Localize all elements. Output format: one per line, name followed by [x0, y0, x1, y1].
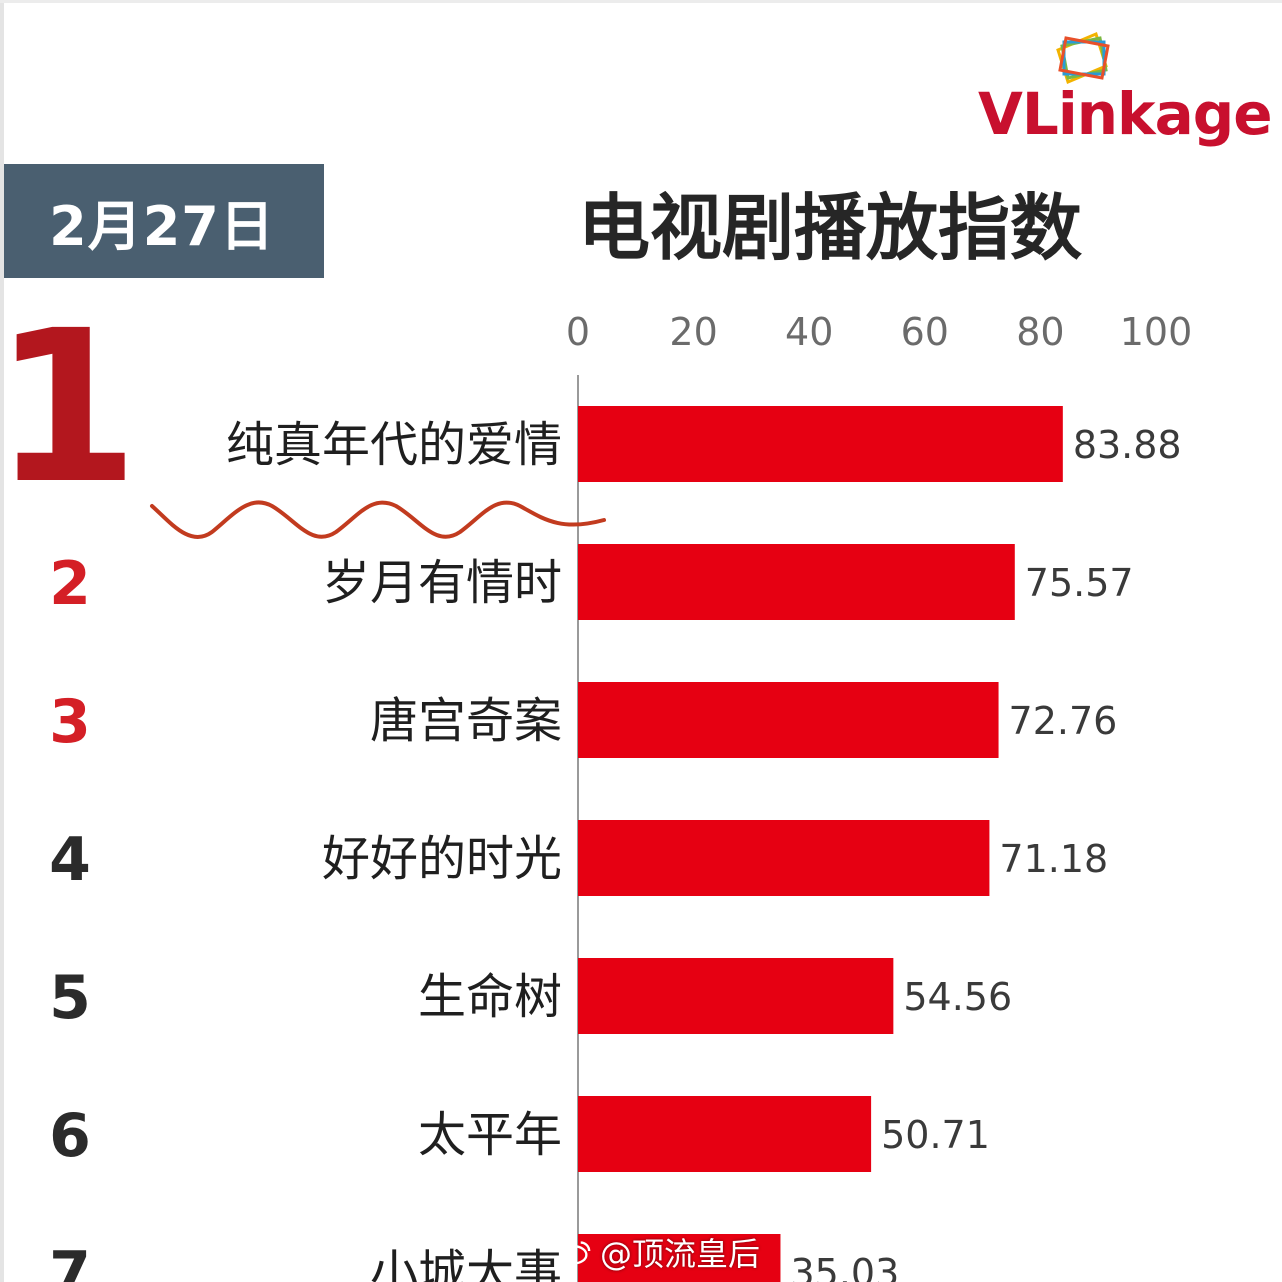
bar	[578, 544, 1015, 620]
x-tick-label: 0	[566, 310, 590, 354]
chart-title: 电视剧播放指数	[577, 186, 1082, 270]
rank-numbers: 1 2 3 4 5 6 7	[0, 285, 139, 1282]
category-label: 太平年	[418, 1107, 562, 1163]
value-label: 72.76	[1009, 699, 1118, 743]
rank-number: 2	[49, 549, 91, 619]
x-tick-label: 100	[1120, 310, 1193, 354]
value-labels: 83.88 75.57 72.76 71.18 54.56 50.71 35.03	[790, 423, 1181, 1282]
watermark-text: @顶流皇后	[600, 1235, 761, 1273]
value-label: 35.03	[790, 1251, 899, 1282]
bar	[578, 1096, 872, 1172]
bar	[578, 958, 894, 1034]
bar	[578, 1234, 781, 1282]
value-label: 75.57	[1025, 561, 1134, 605]
x-tick-label: 20	[669, 310, 717, 354]
category-label: 好好的时光	[322, 831, 562, 887]
frame-left-edge	[0, 0, 4, 1282]
x-tick-label: 60	[901, 310, 949, 354]
bar	[578, 682, 999, 758]
category-label: 纯真年代的爱情	[226, 417, 562, 473]
category-label: 小城大事	[370, 1245, 562, 1282]
logo-cards-icon	[1056, 31, 1110, 85]
weibo-icon	[560, 1241, 591, 1265]
rank-number: 5	[49, 963, 91, 1033]
date-badge: 2月27日	[4, 164, 324, 278]
x-tick-label: 40	[785, 310, 833, 354]
rank-number: 7	[49, 1239, 91, 1282]
rank-number-first: 1	[0, 285, 139, 530]
value-label: 71.18	[999, 837, 1108, 881]
category-label: 生命树	[418, 969, 562, 1025]
value-label: 54.56	[903, 975, 1012, 1019]
weibo-watermark: @顶流皇后	[560, 1228, 760, 1276]
x-tick-label: 80	[1016, 310, 1064, 354]
bar-series	[578, 406, 1063, 1282]
value-label: 50.71	[881, 1113, 990, 1157]
category-label: 岁月有情时	[322, 555, 562, 611]
frame-top-edge	[0, 0, 1282, 3]
logo-wordmark: VLinkage	[978, 80, 1273, 148]
wavy-underline-annotation	[150, 500, 606, 539]
bar	[578, 406, 1063, 482]
value-label: 83.88	[1073, 423, 1182, 467]
date-label: 2月27日	[49, 194, 275, 258]
rank-number: 6	[49, 1101, 91, 1171]
rank-number: 3	[49, 687, 91, 757]
bar	[578, 820, 990, 896]
vlinkage-logo: VLinkage	[978, 30, 1278, 146]
rank-number: 4	[49, 825, 91, 895]
category-label: 唐宫奇案	[370, 693, 562, 749]
x-axis-ticks: 0 20 40 60 80 100	[566, 310, 1192, 354]
